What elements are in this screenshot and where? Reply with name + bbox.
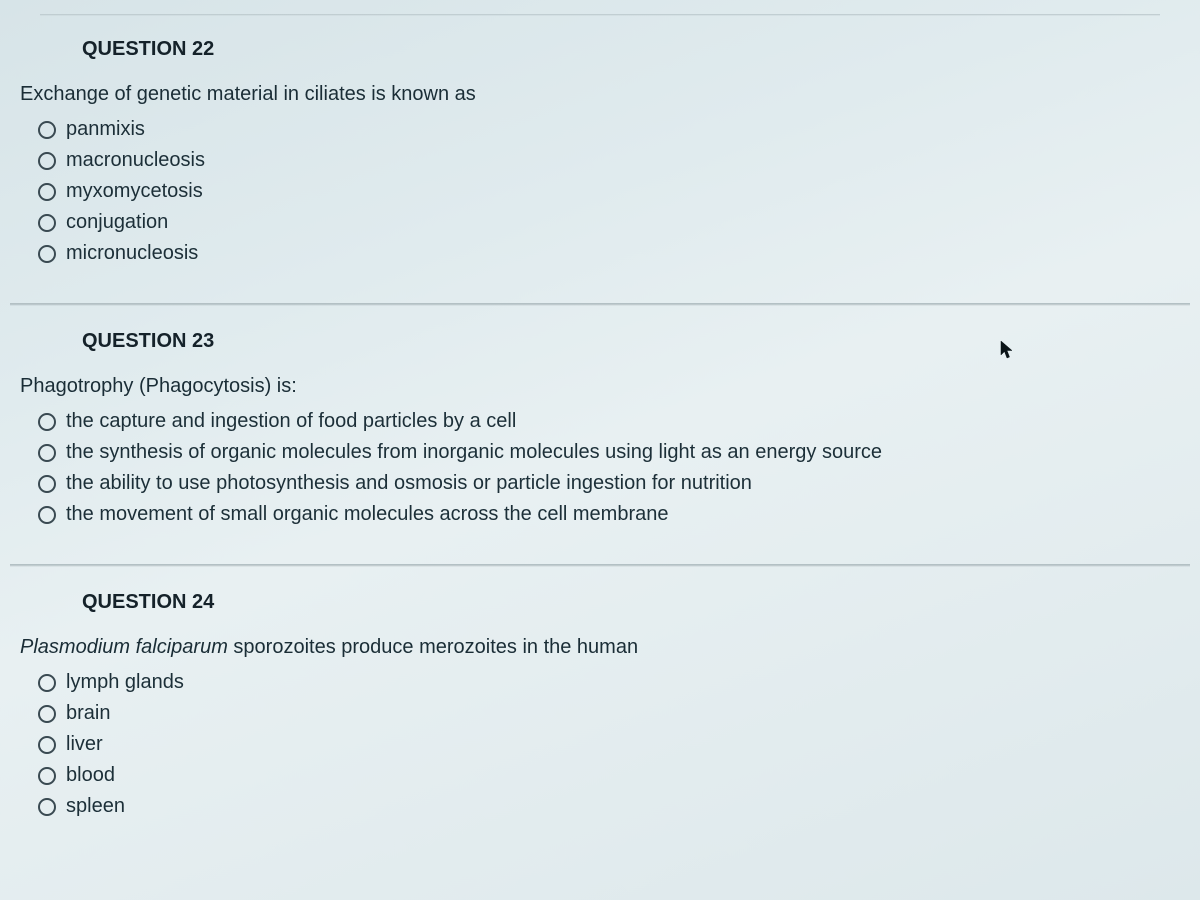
radio-icon[interactable] — [38, 121, 56, 139]
option-label[interactable]: micronucleosis — [66, 242, 198, 265]
prompt-rest: sporozoites produce merozoites in the hu… — [228, 636, 638, 658]
radio-icon[interactable] — [38, 705, 56, 723]
question-23-options: the capture and ingestion of food partic… — [20, 406, 1180, 530]
q24-option-2: brain — [38, 698, 1180, 729]
option-label[interactable]: the ability to use photosynthesis and os… — [66, 472, 752, 495]
q23-option-4: the movement of small organic molecules … — [38, 499, 1180, 530]
question-24-options: lymph glands brain liver blood spleen — [20, 667, 1180, 822]
question-22-options: panmixis macronucleosis myxomycetosis co… — [20, 114, 1180, 269]
option-label[interactable]: lymph glands — [66, 671, 184, 694]
option-label[interactable]: the capture and ingestion of food partic… — [66, 410, 516, 433]
q23-option-3: the ability to use photosynthesis and os… — [38, 468, 1180, 499]
question-23: QUESTION 23 Phagotrophy (Phagocytosis) i… — [0, 306, 1200, 530]
q23-option-2: the synthesis of organic molecules from … — [38, 437, 1180, 468]
radio-icon[interactable] — [38, 767, 56, 785]
prompt-italic: Plasmodium falciparum — [20, 636, 228, 658]
q22-option-3: myxomycetosis — [38, 176, 1180, 207]
radio-icon[interactable] — [38, 674, 56, 692]
q22-option-5: micronucleosis — [38, 238, 1180, 269]
q24-option-4: blood — [38, 760, 1180, 791]
question-22: QUESTION 22 Exchange of genetic material… — [0, 16, 1200, 269]
option-label[interactable]: spleen — [66, 795, 125, 818]
radio-icon[interactable] — [38, 183, 56, 201]
radio-icon[interactable] — [38, 798, 56, 816]
q22-option-4: conjugation — [38, 207, 1180, 238]
option-label[interactable]: conjugation — [66, 211, 168, 234]
question-24: QUESTION 24 Plasmodium falciparum sporoz… — [0, 567, 1200, 822]
option-label[interactable]: liver — [66, 733, 103, 756]
question-22-header: QUESTION 22 — [20, 16, 1180, 83]
question-22-prompt: Exchange of genetic material in ciliates… — [20, 83, 1180, 114]
option-label[interactable]: macronucleosis — [66, 149, 205, 172]
question-23-prompt: Phagotrophy (Phagocytosis) is: — [20, 375, 1180, 406]
q24-option-1: lymph glands — [38, 667, 1180, 698]
quiz-page: QUESTION 22 Exchange of genetic material… — [0, 14, 1200, 900]
q22-option-1: panmixis — [38, 114, 1180, 145]
option-label[interactable]: the synthesis of organic molecules from … — [66, 441, 882, 464]
radio-icon[interactable] — [38, 152, 56, 170]
q23-option-1: the capture and ingestion of food partic… — [38, 406, 1180, 437]
radio-icon[interactable] — [38, 475, 56, 493]
option-label[interactable]: panmixis — [66, 118, 145, 141]
option-label[interactable]: brain — [66, 702, 110, 725]
option-label[interactable]: myxomycetosis — [66, 180, 203, 203]
option-label[interactable]: blood — [66, 764, 115, 787]
radio-icon[interactable] — [38, 444, 56, 462]
radio-icon[interactable] — [38, 736, 56, 754]
radio-icon[interactable] — [38, 506, 56, 524]
q22-option-2: macronucleosis — [38, 145, 1180, 176]
question-24-header: QUESTION 24 — [20, 567, 1180, 636]
radio-icon[interactable] — [38, 413, 56, 431]
question-23-header: QUESTION 23 — [20, 306, 1180, 375]
question-24-prompt: Plasmodium falciparum sporozoites produc… — [20, 636, 1180, 667]
q24-option-5: spleen — [38, 791, 1180, 822]
radio-icon[interactable] — [38, 214, 56, 232]
q24-option-3: liver — [38, 729, 1180, 760]
option-label[interactable]: the movement of small organic molecules … — [66, 503, 668, 526]
radio-icon[interactable] — [38, 245, 56, 263]
